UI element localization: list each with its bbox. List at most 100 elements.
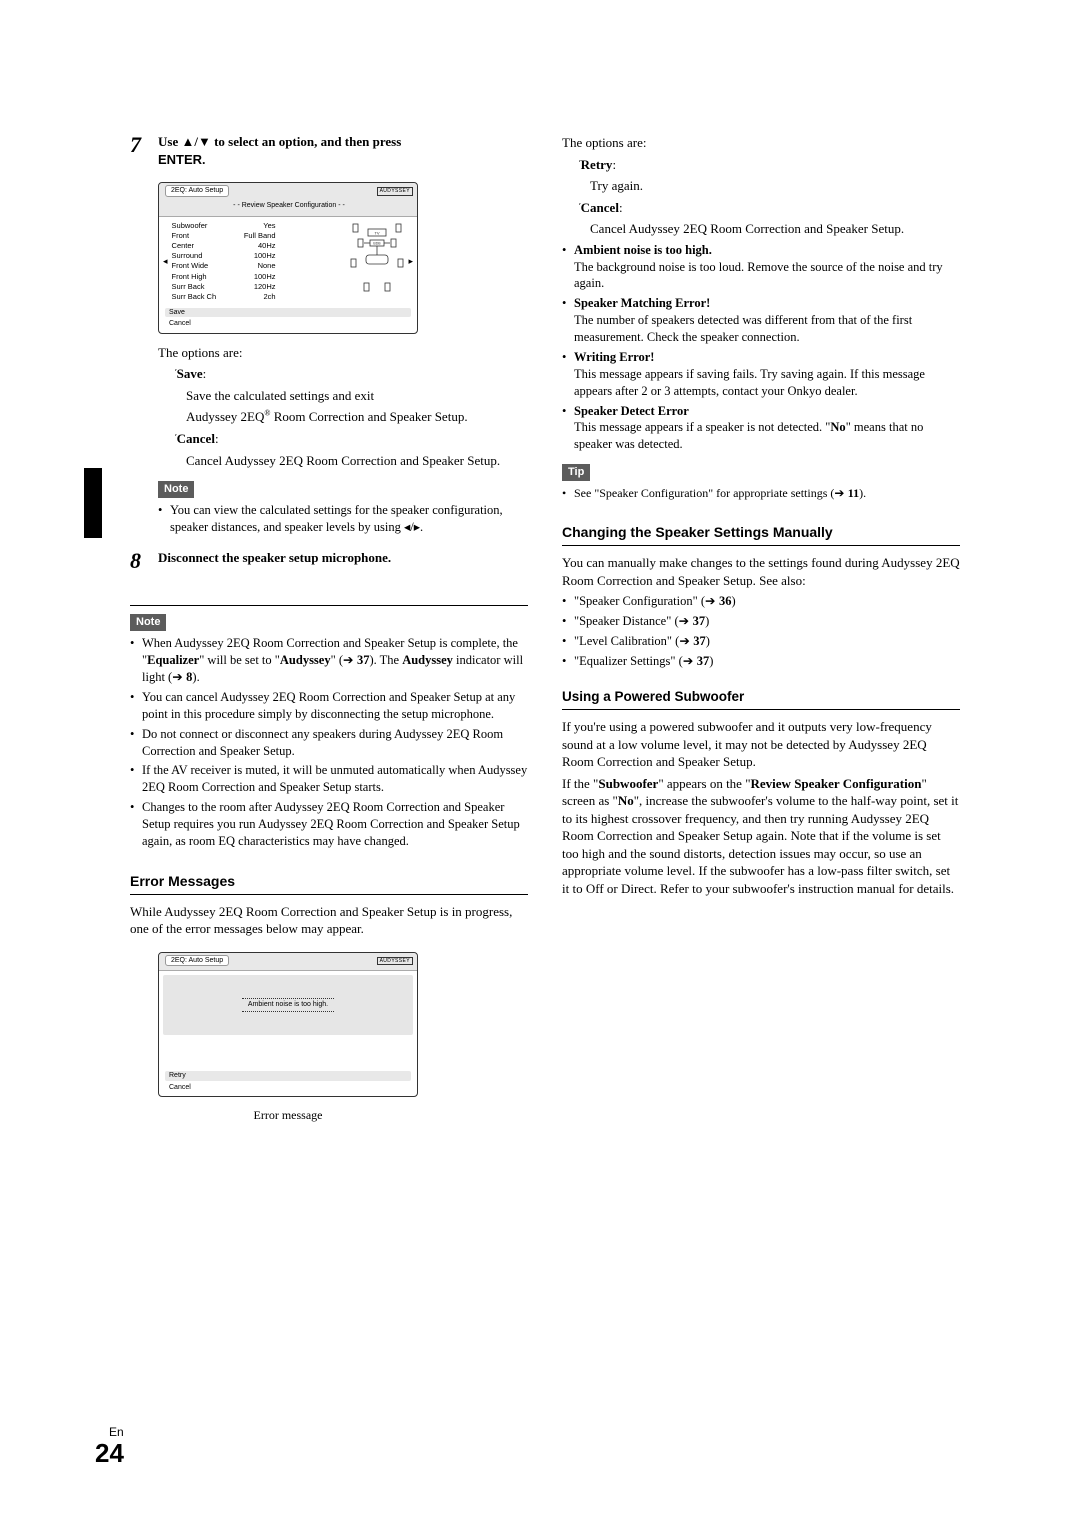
page-ref: 37 — [693, 634, 706, 648]
audyssey-badge: AUDYSSEY — [377, 957, 413, 966]
error-title: Speaker Detect Error — [574, 404, 689, 418]
error-body: Ambient noise is too high. — [163, 975, 413, 1035]
term: Audyssey — [280, 653, 331, 667]
list-item: If the AV receiver is muted, it will be … — [130, 762, 528, 796]
step-8-instruction: Disconnect the speaker setup microphone. — [158, 546, 528, 576]
save-desc-2: Audyssey 2EQ® Room Correction and Speake… — [186, 408, 528, 426]
options-intro: The options are: — [158, 344, 528, 362]
cancel-desc: Cancel Audyssey 2EQ Room Correction and … — [186, 452, 528, 470]
list-item: "Speaker Configuration" (➔ 36) — [562, 593, 960, 610]
list-item: When Audyssey 2EQ Room Correction and Sp… — [130, 635, 528, 686]
speaker-layout-diagram: TV BDB — [346, 221, 408, 295]
page-ref: 37 — [697, 654, 710, 668]
list-item: Ambient noise is too high. The background… — [562, 242, 960, 293]
page: 7 Use ▲/▼ to select an option, and then … — [0, 0, 1080, 1528]
changing-intro: You can manually make changes to the set… — [562, 554, 960, 589]
term: Equalizer — [147, 653, 199, 667]
term: Review Speaker Configuration — [751, 776, 922, 791]
note-badge: Note — [158, 481, 194, 498]
svg-text:TV: TV — [375, 230, 380, 235]
option-label: Cancel — [177, 431, 215, 446]
left-right-icon: ◂/▸ — [404, 520, 420, 534]
divider — [130, 605, 528, 606]
term: No — [830, 420, 845, 434]
text: to select an option, and then press — [211, 134, 401, 149]
list-item: "Level Calibration" (➔ 37) — [562, 633, 960, 650]
svg-text:BDB: BDB — [374, 241, 382, 245]
text: ). — [859, 486, 866, 500]
term: Subwoofer — [598, 776, 658, 791]
page-ref: 37 — [693, 614, 706, 628]
step-number: 7 — [130, 130, 158, 168]
cancel-button: Cancel — [165, 1083, 411, 1092]
screenshot-tab: 2EQ: Auto Setup — [165, 955, 229, 966]
ref-label: "Speaker Configuration" — [574, 594, 698, 608]
right-arrow-icon: ▸ — [408, 255, 413, 267]
screenshot-tab: 2EQ: Auto Setup — [165, 185, 229, 196]
save-desc-1: Save the calculated settings and exit — [186, 387, 528, 405]
screenshot-footer: Retry Cancel — [159, 1067, 417, 1096]
text: " ( — [331, 653, 343, 667]
page-number: 24 — [95, 1440, 124, 1466]
cancel-button: Cancel — [165, 319, 411, 328]
step-number: 8 — [130, 546, 158, 576]
error-intro: While Audyssey 2EQ Room Correction and S… — [130, 903, 528, 938]
error-title: Ambient noise is too high. — [574, 243, 712, 257]
step-7: 7 Use ▲/▼ to select an option, and then … — [130, 130, 528, 168]
text: You can view the calculated settings for… — [170, 503, 503, 534]
save-button: Save — [165, 308, 411, 317]
ref-arrow-icon: ➔ — [683, 654, 697, 668]
ref-label: "Speaker Distance" — [574, 614, 671, 628]
ref-arrow-icon: ➔ — [705, 594, 719, 608]
note-list-2: When Audyssey 2EQ Room Correction and Sp… — [130, 635, 528, 850]
ref-arrow-icon: ➔ — [679, 634, 693, 648]
text: . — [202, 152, 205, 167]
error-message-screenshot: 2EQ: Auto Setup AUDYSSEY Ambient noise i… — [158, 952, 418, 1097]
changing-settings-heading: Changing the Speaker Settings Manually — [562, 523, 960, 546]
list-item: Speaker Detect Error This message appears… — [562, 403, 960, 454]
page-footer: En 24 — [95, 1424, 124, 1466]
left-column: 7 Use ▲/▼ to select an option, and then … — [130, 130, 528, 1123]
ref-arrow-icon: ➔ — [172, 670, 186, 684]
page-ref: 11 — [848, 486, 859, 500]
screenshot-header: 2EQ: Auto Setup AUDYSSEY - - Review Spea… — [159, 183, 417, 217]
error-message-text: Ambient noise is too high. — [242, 999, 334, 1010]
list-item: "Equalizer Settings" (➔ 37) — [562, 653, 960, 670]
text: ", increase the subwoofer's volume to th… — [562, 793, 958, 896]
step-7-instruction: Use ▲/▼ to select an option, and then pr… — [158, 130, 528, 168]
list-item: You can view the calculated settings for… — [158, 502, 528, 536]
option-label: Retry — [581, 157, 613, 172]
section-side-tab — [84, 468, 102, 538]
powered-subwoofer-heading: Using a Powered Subwoofer — [562, 688, 960, 710]
list-item: Speaker Matching Error!The number of spe… — [562, 295, 960, 346]
text: See "Speaker Configuration" for appropri… — [574, 486, 834, 500]
table-row: Surr Back Ch2ch — [172, 292, 343, 302]
option-retry: ΄Retry: — [578, 156, 960, 174]
option-label: Cancel — [581, 200, 619, 215]
term: No — [618, 793, 634, 808]
text: ). — [192, 670, 199, 684]
list-item: Writing Error!This message appears if sa… — [562, 349, 960, 400]
option-cancel: ΄Cancel: — [578, 199, 960, 217]
subwoofer-p2: If the "Subwoofer" appears on the "Revie… — [562, 775, 960, 898]
spacer — [159, 1039, 417, 1067]
table-row: Surround100Hz — [172, 251, 343, 261]
text: This message appears if a speaker is not… — [574, 420, 830, 434]
ref-arrow-icon: ➔ — [343, 653, 357, 667]
text: " appears on the " — [658, 776, 750, 791]
two-column-layout: 7 Use ▲/▼ to select an option, and then … — [130, 130, 960, 1123]
error-title: Writing Error! — [574, 350, 654, 364]
ref-label: "Equalizer Settings" — [574, 654, 676, 668]
page-ref: 36 — [719, 594, 732, 608]
up-down-icon: ▲/▼ — [181, 134, 210, 149]
error-desc: The background noise is too loud. Remove… — [574, 260, 943, 291]
speaker-config-screenshot: 2EQ: Auto Setup AUDYSSEY - - Review Spea… — [158, 182, 418, 334]
note-badge: Note — [130, 614, 166, 631]
list-item: "Speaker Distance" (➔ 37) — [562, 613, 960, 630]
error-type-list: Ambient noise is too high. The background… — [562, 242, 960, 454]
option-save: ΄Save: — [174, 365, 528, 383]
ref-arrow-icon: ➔ — [834, 486, 847, 500]
tip-list: See "Speaker Configuration" for appropri… — [562, 485, 960, 501]
ref-label: "Level Calibration" — [574, 634, 672, 648]
list-item: Do not connect or disconnect any speaker… — [130, 726, 528, 760]
